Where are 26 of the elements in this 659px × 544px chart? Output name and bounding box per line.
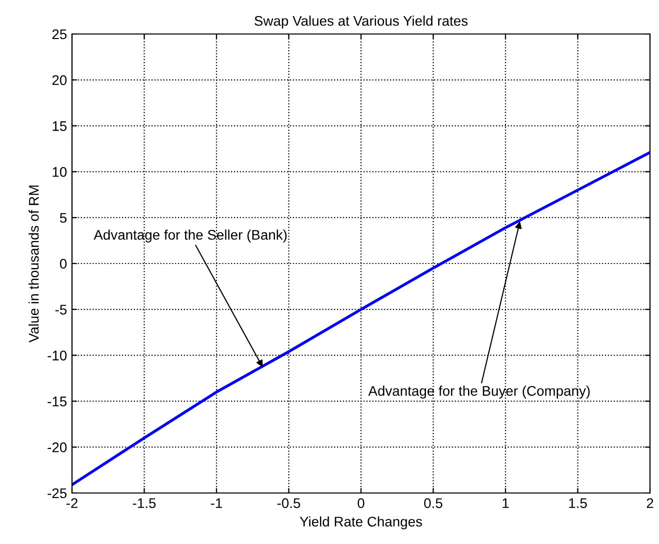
y-tick-label: 0 [60,258,67,269]
y-tick-label: -5 [55,304,67,315]
y-tick-label: 10 [52,167,67,177]
x-tick-label: 0.5 [424,498,442,508]
y-axis-title: Value in thousands of RM [28,186,39,342]
x-tick-label: -0.5 [277,498,300,508]
annotation: Advantage for the Seller (Bank) [94,230,287,243]
x-tick-label: 1.5 [569,498,587,508]
annotation: Advantage for the Buyer (Company) [368,386,590,399]
x-tick-label: 2 [646,498,654,508]
y-tick-label: 20 [52,75,67,86]
y-tick-label: -10 [48,350,67,360]
x-tick-label: -1.5 [132,498,156,508]
line-series [72,151,650,486]
y-tick-label: -15 [48,396,67,406]
y-tick-label: 5 [60,213,67,223]
y-tick-label: 25 [52,29,67,40]
x-tick-label: -1 [210,498,222,508]
x-axis-title: Yield Rate Changes [300,516,422,530]
y-tick-label: -25 [48,488,67,498]
x-tick-label: -2 [66,498,78,508]
y-tick-label: -20 [48,442,67,452]
chart-title: Swap Values at Various Yield rates [254,16,468,29]
y-tick-label: 15 [52,121,67,131]
x-tick-label: 1 [502,498,509,508]
x-tick-label: 0 [358,498,364,508]
